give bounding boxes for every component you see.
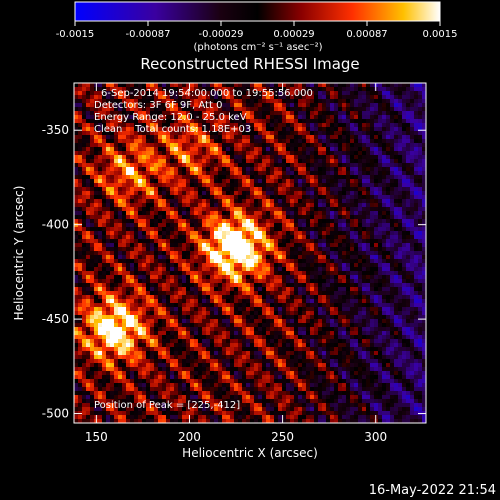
colorbar-tick-label: -0.0015 — [56, 29, 95, 40]
colorbar-ticks: -0.0015 -0.00087 -0.00029 0.00029 0.00087 0.0… — [56, 21, 458, 40]
x-axis-ticks: 150 200 250 300 — [85, 83, 387, 444]
y-axis-label: Heliocentric Y (arcsec) — [12, 186, 26, 321]
y-tick-label: -500 — [42, 407, 69, 421]
colorbar-unit-label: (photons cm⁻² s⁻¹ asec⁻²) — [193, 42, 322, 53]
y-tick-label: -450 — [42, 312, 69, 326]
annotation-time-range: 6-Sep-2014 19:54:00.000 to 19:55:56.000 — [101, 88, 313, 99]
heatmap — [74, 83, 426, 423]
annotation-energy-range: Energy Range: 12.0 - 25.0 keV — [94, 112, 247, 123]
peak-position-label: Position of Peak = [225,-412] — [94, 400, 240, 411]
colorbar — [74, 1, 441, 22]
y-axis-ticks: -350 -400 -450 -500 — [42, 123, 426, 421]
footer-timestamp: 16-May-2022 21:54 — [369, 483, 496, 498]
x-tick-label: 300 — [364, 430, 387, 444]
x-tick-label: 150 — [85, 430, 108, 444]
colorbar-tick-label: 0.00087 — [346, 29, 387, 40]
annotation-clean-counts: Clean Total counts: 1.18E+03 — [94, 124, 251, 135]
colorbar-tick-label: -0.00029 — [199, 29, 244, 40]
x-tick-label: 250 — [271, 430, 294, 444]
x-axis-label: Heliocentric X (arcsec) — [182, 446, 318, 460]
chart-title: Reconstructed RHESSI Image — [140, 55, 359, 73]
y-tick-label: -400 — [42, 218, 69, 232]
colorbar-tick-label: -0.00087 — [126, 29, 171, 40]
y-tick-label: -350 — [42, 123, 69, 137]
annotation-detectors: Detectors: 3F 6F 9F, Att 0 — [94, 100, 222, 111]
plot-frame — [73, 82, 427, 424]
colorbar-tick-label: 0.00029 — [273, 29, 314, 40]
colorbar-tick-label: 0.0015 — [423, 29, 458, 40]
x-tick-label: 200 — [178, 430, 201, 444]
